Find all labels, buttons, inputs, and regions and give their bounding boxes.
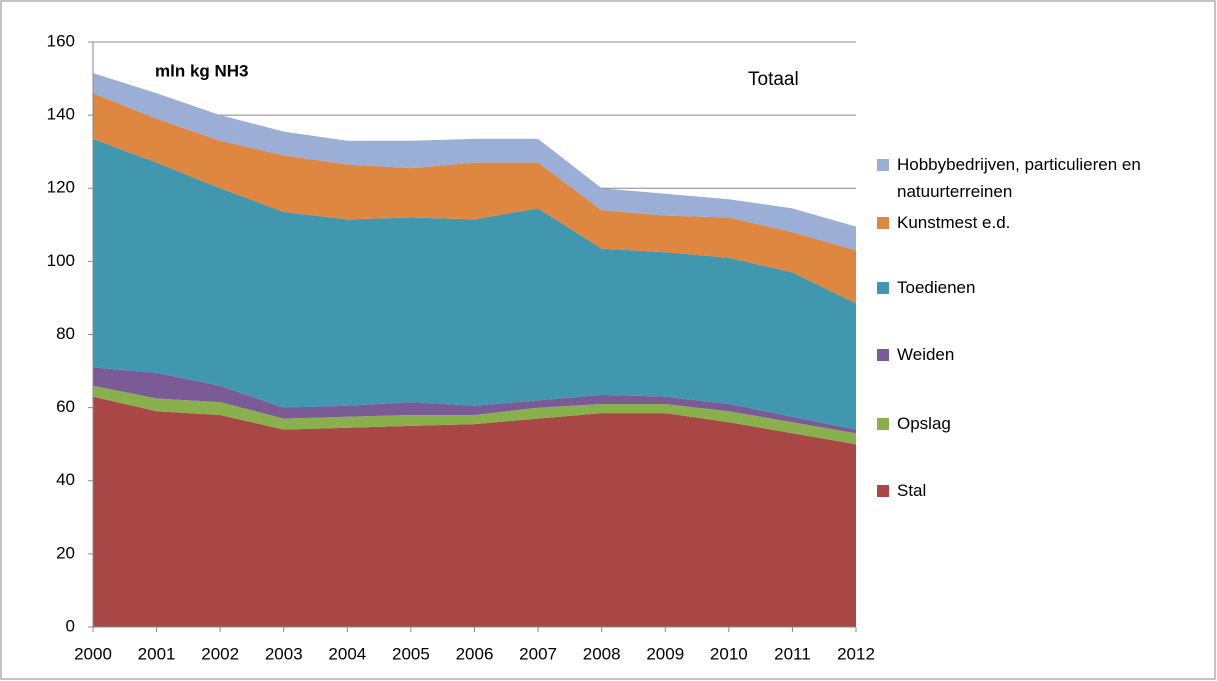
legend-item: Opslag (877, 410, 1197, 437)
axes: 0 20 40 60 80 100 120 140 160 2000 2001 2002 2003 200… (47, 31, 875, 663)
legend-item: Toedienen (877, 274, 1197, 301)
y-tick-label: 0 (66, 616, 75, 635)
legend-label: Opslag (897, 414, 951, 433)
x-tick-label: 2002 (201, 644, 239, 663)
y-tick-label: 40 (56, 470, 75, 489)
legend-swatch (877, 485, 889, 497)
legend-label: Stal (897, 481, 927, 500)
x-tick-label: 2011 (774, 644, 811, 663)
x-tick-label: 2007 (519, 644, 557, 663)
x-tick-label: 2003 (265, 644, 303, 663)
legend-item: Weiden (877, 341, 1197, 368)
legend-label: Hobbybedrijven, particulieren en natuurt… (897, 155, 1141, 201)
x-tick-label: 2005 (392, 644, 430, 663)
legend-label: Weiden (897, 345, 955, 364)
legend-swatch (877, 282, 889, 294)
legend-swatch (877, 159, 889, 171)
y-tick-label: 140 (47, 105, 75, 124)
x-tick-label: 2009 (646, 644, 684, 663)
x-tick-label: 2012 (837, 644, 875, 663)
y-tick-label: 160 (47, 31, 75, 50)
x-tick-label: 2008 (583, 644, 621, 663)
y-tick-label: 20 (56, 543, 75, 562)
legend-item: Kunstmest e.d. (877, 209, 1197, 236)
total-annotation: Totaal (748, 69, 799, 90)
x-tick-label: 2000 (74, 644, 112, 663)
legend-item: Stal (877, 477, 1197, 504)
area (93, 367, 856, 434)
area (93, 396, 856, 627)
legend-label: Kunstmest e.d. (897, 213, 1011, 232)
unit-annotation: mln kg NH3 (155, 61, 249, 80)
y-tick-label: 100 (47, 251, 75, 270)
x-tick-label: 2010 (710, 644, 748, 663)
legend-label: Toedienen (897, 278, 976, 297)
area (93, 93, 856, 304)
x-tick-label: 2004 (328, 644, 366, 663)
legend-swatch (877, 418, 889, 430)
areas (93, 73, 856, 627)
y-tick-label: 60 (56, 397, 75, 416)
area (93, 73, 856, 251)
x-tick-label: 2006 (456, 644, 494, 663)
legend-swatch (877, 217, 889, 229)
legend-item: Hobbybedrijven, particulieren en natuurt… (877, 151, 1197, 205)
y-tick-label: 80 (56, 324, 75, 343)
area (93, 138, 856, 430)
y-tick-label: 120 (47, 178, 75, 197)
x-tick-label: 2001 (138, 644, 176, 663)
legend-swatch (877, 349, 889, 361)
